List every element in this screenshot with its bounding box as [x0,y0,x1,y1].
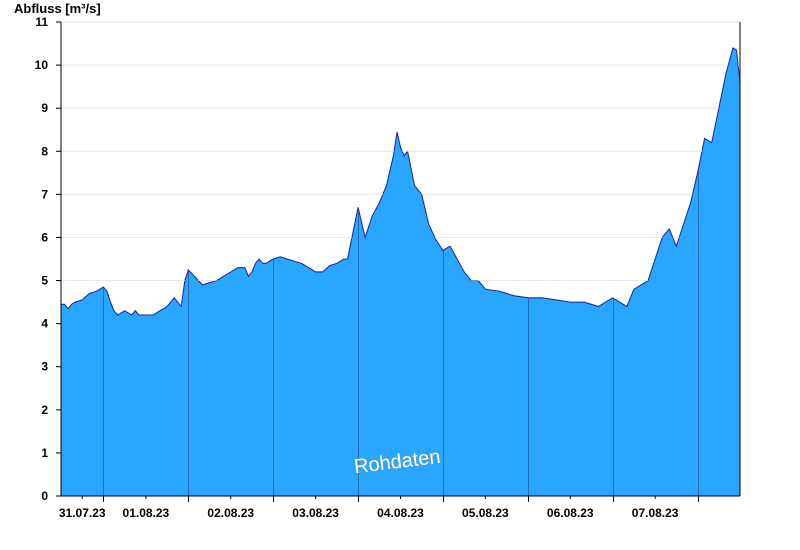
y-tick-label: 9 [41,101,48,115]
above-curve-mask [61,22,740,315]
day-dividers [61,22,741,496]
x-ticks: 31.07.23 01.08.23 02.08.23 03.08.23 04.08.23… [59,496,699,520]
x-tick-label: 05.08.23 [462,506,509,520]
y-tick-label: 5 [41,274,48,288]
y-tick-label: 2 [41,403,48,417]
y-tick-label: 4 [41,317,48,331]
x-tick-label: 06.08.23 [547,506,594,520]
x-tick-label: 01.08.23 [123,506,170,520]
y-tick-label: 0 [41,489,48,503]
y-tick-label: 7 [41,187,48,201]
y-tick-label: 11 [35,15,48,29]
discharge-area [61,47,740,497]
y-tick-label: 10 [35,58,49,72]
y-axis-title: Abfluss [m³/s] [14,1,101,16]
y-tick-label: 6 [41,230,48,244]
x-tick-label: 31.07.23 [59,506,106,520]
x-tick-label: 02.08.23 [207,506,254,520]
y-tick-label: 1 [41,446,48,460]
y-tick-label: 8 [41,144,48,158]
y-ticks: 0 1 2 3 4 5 6 7 8 9 10 11 [35,15,61,503]
x-tick-label: 04.08.23 [377,506,424,520]
x-tick-label: 03.08.23 [292,506,339,520]
y-tick-label: 3 [41,360,48,374]
discharge-line-top [61,47,741,316]
x-tick-label: 07.08.23 [632,506,679,520]
